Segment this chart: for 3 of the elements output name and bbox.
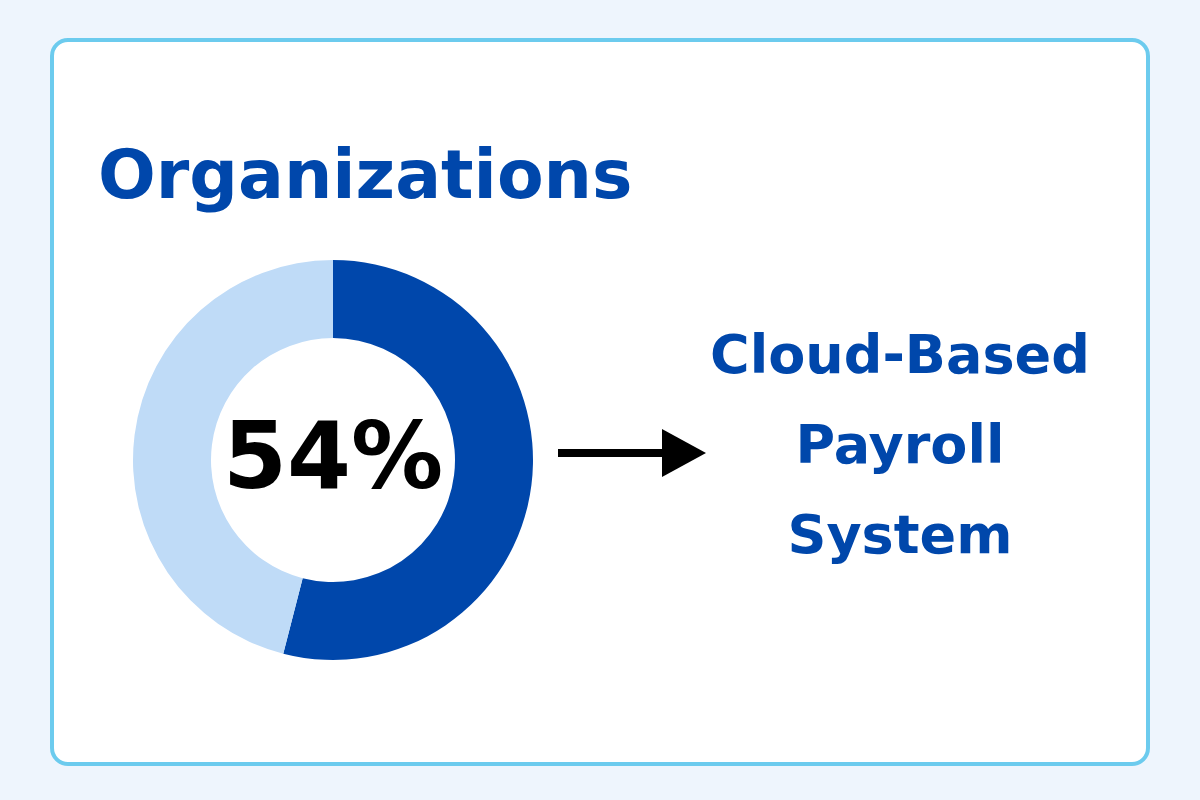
- text: Cloud-Based Payroll System: [709, 322, 1091, 568]
- chart-title: Organizations: [98, 135, 633, 214]
- data-label: 54%: [222, 402, 444, 510]
